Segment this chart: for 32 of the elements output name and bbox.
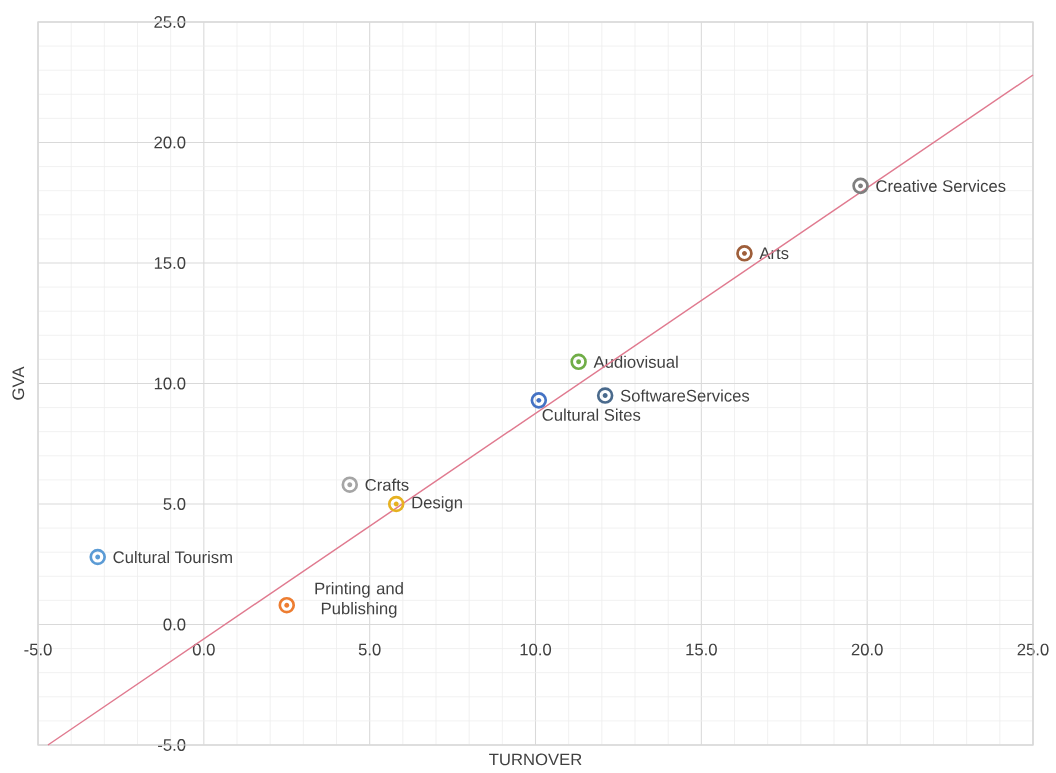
point xyxy=(278,596,296,614)
x-tick-label: 5.0 xyxy=(358,643,381,656)
point xyxy=(570,353,587,371)
x-tick-label: 20.0 xyxy=(851,643,883,656)
x-tick-label: 15.0 xyxy=(686,643,717,656)
point xyxy=(341,476,359,493)
series-label: Printing and Publishing xyxy=(315,582,403,618)
y-tick-label: 15.0 xyxy=(154,257,186,269)
x-axis-title: TURNOVER xyxy=(489,753,582,766)
point xyxy=(89,548,106,566)
y-tick-label: 20.0 xyxy=(154,136,186,149)
series-label: SoftwareServices xyxy=(620,389,750,402)
y-tick-label: 0.0 xyxy=(163,618,186,631)
point xyxy=(596,387,614,404)
x-tick-label: 0.0 xyxy=(192,643,215,656)
series-label: Cultural Tourism xyxy=(113,550,232,564)
y-tick-label: 5.0 xyxy=(163,498,186,510)
point xyxy=(530,392,548,409)
point xyxy=(852,177,869,195)
point xyxy=(387,495,405,513)
x-tick-label: 10.0 xyxy=(520,643,552,656)
x-tick-label: -5.0 xyxy=(24,643,52,656)
series-label: Crafts xyxy=(365,478,409,491)
y-axis-title: GVA xyxy=(12,366,25,400)
point xyxy=(736,245,753,262)
y-tick-label: -5.0 xyxy=(158,739,186,751)
series-label: Design xyxy=(412,496,462,512)
y-tick-label: 25.0 xyxy=(154,16,186,28)
x-tick-label: 25.0 xyxy=(1017,643,1049,656)
series-label: Creative Services xyxy=(876,179,1006,192)
y-tick-label: 10.0 xyxy=(154,377,186,390)
series-label: Cultural Sites xyxy=(542,408,641,421)
